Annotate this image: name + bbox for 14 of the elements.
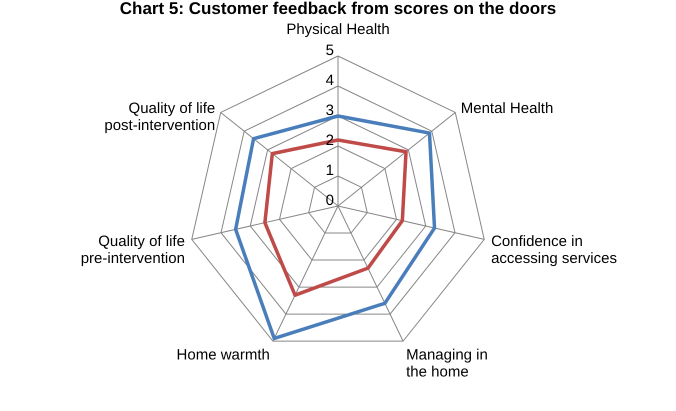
y-tick-label: 3: [326, 102, 334, 119]
y-tick-label: 0: [326, 192, 334, 209]
y-tick-label: 1: [326, 162, 334, 179]
y-tick-label: 5: [326, 42, 334, 59]
spoke-label: Mental Health: [460, 100, 554, 118]
y-tick-label: 2: [326, 132, 334, 149]
spoke-label: Physical Health: [286, 21, 390, 38]
spoke-label: Quality of life post-intervention: [104, 100, 216, 134]
y-tick-label: 4: [326, 72, 334, 89]
spoke-label: Confidence in accessing services: [491, 232, 617, 267]
spoke-label: Home warmth: [176, 346, 270, 364]
chart-title: Chart 5: Customer feedback from scores on the doors: [120, 0, 556, 18]
spoke-label: Quality of life pre-intervention: [80, 232, 185, 267]
spoke-label: Managing in the home: [406, 346, 488, 380]
